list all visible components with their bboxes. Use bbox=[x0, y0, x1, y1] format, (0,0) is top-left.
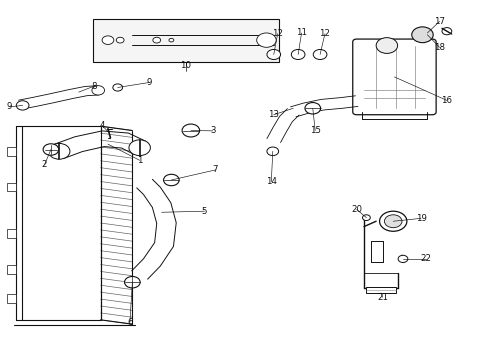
Circle shape bbox=[92, 86, 104, 95]
Bar bbox=[7, 265, 16, 274]
Text: 18: 18 bbox=[433, 43, 444, 52]
Circle shape bbox=[48, 143, 70, 159]
Circle shape bbox=[384, 215, 401, 228]
Text: 9: 9 bbox=[146, 78, 152, 87]
FancyBboxPatch shape bbox=[352, 39, 435, 115]
Text: 20: 20 bbox=[350, 205, 362, 214]
Circle shape bbox=[163, 174, 179, 186]
Circle shape bbox=[16, 101, 29, 110]
Circle shape bbox=[362, 215, 369, 221]
Text: 4: 4 bbox=[99, 121, 104, 130]
Text: 15: 15 bbox=[309, 126, 320, 135]
Circle shape bbox=[124, 276, 140, 288]
Text: 21: 21 bbox=[376, 293, 387, 302]
Circle shape bbox=[168, 39, 173, 42]
Bar bbox=[21, 126, 101, 320]
Polygon shape bbox=[266, 109, 299, 143]
Bar bbox=[7, 294, 16, 303]
Bar bbox=[7, 183, 16, 192]
Text: 10: 10 bbox=[180, 62, 191, 71]
Circle shape bbox=[266, 49, 280, 59]
Circle shape bbox=[441, 28, 451, 35]
Text: 22: 22 bbox=[420, 255, 430, 264]
Text: 9: 9 bbox=[7, 102, 12, 111]
Text: 7: 7 bbox=[212, 166, 218, 175]
Circle shape bbox=[397, 255, 407, 262]
Text: 1: 1 bbox=[137, 156, 142, 165]
Circle shape bbox=[153, 37, 160, 43]
Circle shape bbox=[291, 49, 305, 59]
Circle shape bbox=[102, 36, 114, 44]
Text: 2: 2 bbox=[42, 160, 47, 169]
Text: 3: 3 bbox=[210, 126, 215, 135]
Bar bbox=[7, 147, 16, 156]
Polygon shape bbox=[54, 131, 145, 158]
Text: 14: 14 bbox=[265, 177, 276, 186]
Bar bbox=[366, 287, 395, 293]
Polygon shape bbox=[131, 179, 176, 279]
Text: 11: 11 bbox=[295, 28, 306, 37]
Text: 5: 5 bbox=[202, 207, 207, 216]
Circle shape bbox=[266, 147, 278, 156]
Polygon shape bbox=[290, 96, 357, 117]
Circle shape bbox=[305, 103, 320, 114]
Text: 6: 6 bbox=[127, 318, 132, 327]
Polygon shape bbox=[19, 86, 99, 109]
Circle shape bbox=[313, 49, 326, 59]
Text: 12: 12 bbox=[319, 29, 330, 38]
Circle shape bbox=[182, 124, 199, 137]
Circle shape bbox=[411, 27, 432, 42]
Text: 13: 13 bbox=[268, 110, 279, 119]
Text: 8: 8 bbox=[91, 82, 97, 91]
Text: 16: 16 bbox=[441, 96, 451, 105]
Circle shape bbox=[116, 37, 124, 43]
Circle shape bbox=[129, 140, 150, 156]
Circle shape bbox=[43, 144, 59, 155]
Bar bbox=[93, 19, 278, 62]
Circle shape bbox=[256, 33, 276, 47]
Text: 17: 17 bbox=[433, 17, 444, 26]
Text: 12: 12 bbox=[272, 29, 283, 38]
Text: 19: 19 bbox=[415, 214, 426, 223]
Circle shape bbox=[379, 211, 406, 231]
Bar bbox=[7, 229, 16, 238]
Circle shape bbox=[113, 84, 122, 91]
Circle shape bbox=[375, 38, 397, 53]
